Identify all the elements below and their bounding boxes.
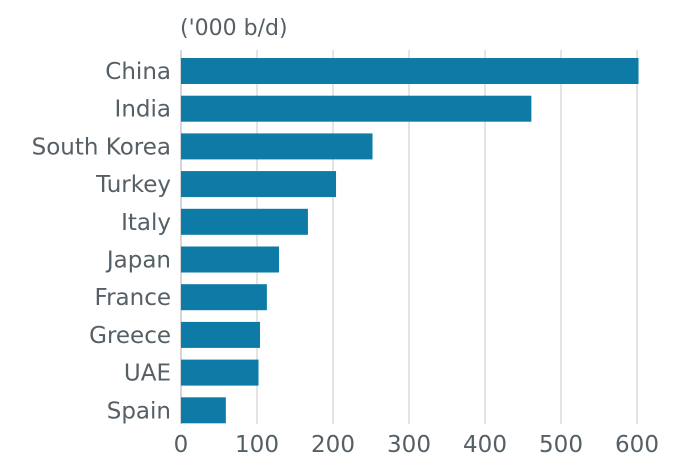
bars — [181, 58, 639, 424]
bar — [181, 171, 337, 198]
x-tick-label: 0 — [174, 432, 189, 458]
x-tick-label: 500 — [539, 432, 583, 458]
category-label: China — [105, 59, 171, 85]
x-tick-label: 200 — [311, 432, 355, 458]
unit-label: ('000 b/d) — [180, 16, 288, 41]
x-tick-label: 100 — [235, 432, 279, 458]
bar — [181, 133, 373, 160]
category-label: Greece — [89, 323, 171, 349]
x-tick-label: 300 — [387, 432, 431, 458]
category-label: UAE — [124, 361, 171, 387]
category-label: France — [95, 285, 171, 311]
category-labels: China India South Korea Turkey Italy Japan Fra… — [32, 59, 171, 424]
x-tick-labels: 0 100 200 300 400 500 600 — [174, 432, 659, 458]
bar — [181, 397, 226, 424]
x-tick-label: 600 — [615, 432, 659, 458]
bar — [181, 284, 267, 311]
bar — [181, 208, 308, 235]
bar — [181, 359, 259, 386]
category-label: Turkey — [95, 172, 171, 198]
category-label: Italy — [121, 210, 171, 236]
category-label: South Korea — [32, 134, 171, 160]
bar — [181, 321, 261, 348]
x-tick-label: 400 — [463, 432, 507, 458]
bar — [181, 58, 639, 84]
bar — [181, 246, 280, 273]
category-label: India — [115, 97, 171, 123]
category-label: Japan — [105, 248, 171, 274]
bar — [181, 95, 532, 122]
category-label: Spain — [107, 398, 171, 424]
